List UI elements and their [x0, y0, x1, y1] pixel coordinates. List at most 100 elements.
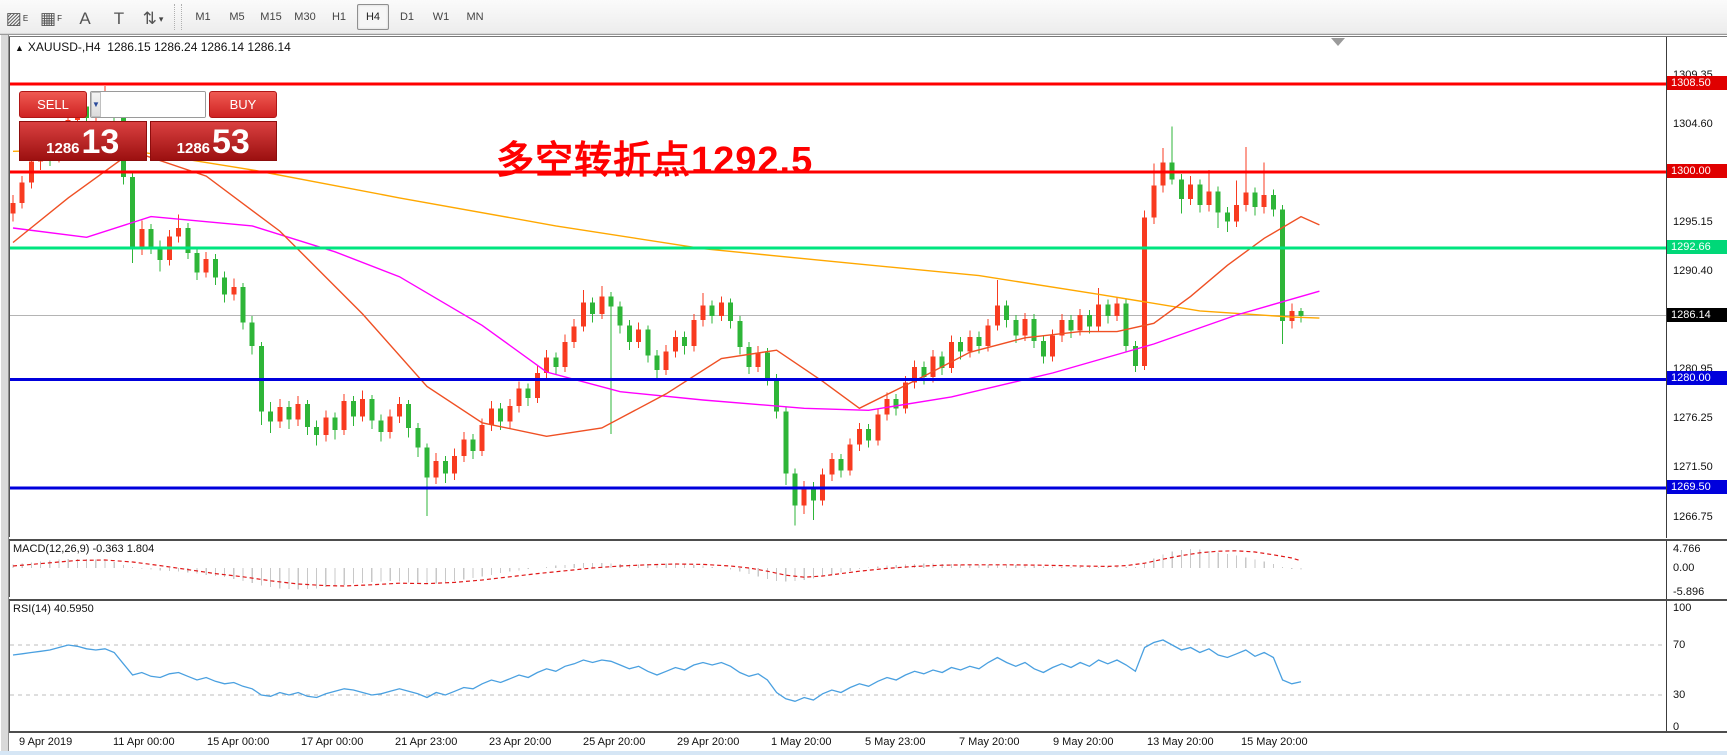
- candle: [700, 293, 706, 327]
- scroll-position-marker-icon[interactable]: [1331, 38, 1345, 46]
- grid-f-icon[interactable]: ▦ F: [40, 9, 62, 28]
- time-axis: 9 Apr 2019 11 Apr 00:00 15 Apr 00:00 17 Apr…: [9, 731, 1727, 753]
- price-level-badge: 1292.66: [1667, 240, 1727, 255]
- time-axis-label: 11 Apr 00:00: [113, 736, 175, 748]
- candle: [387, 409, 393, 439]
- sell-button[interactable]: SELL: [19, 91, 87, 118]
- candle: [838, 453, 844, 478]
- candle: [415, 422, 421, 457]
- candle: [1252, 187, 1258, 216]
- time-axis-label: 29 Apr 20:00: [677, 736, 740, 748]
- candle: [424, 443, 430, 517]
- candle: [1096, 288, 1102, 332]
- candle: [755, 346, 761, 373]
- candle: [277, 398, 283, 428]
- chart-title: ▲ XAUUSD-,H4 1286.15 1286.24 1286.14 1286…: [15, 40, 291, 54]
- time-axis-label: 17 Apr 00:00: [301, 736, 364, 748]
- macd-tick-label: 4.766: [1673, 542, 1701, 555]
- macd-label: MACD(12,26,9) -0.363 1.804: [13, 543, 155, 555]
- candle: [369, 394, 375, 430]
- price-tick-label: 1266.75: [1673, 510, 1713, 523]
- candle: [626, 320, 632, 351]
- candle: [498, 403, 504, 431]
- candle: [203, 251, 209, 278]
- toolbar-icon-group: ▨ E ▦ F A T ⇅ ▾: [0, 4, 170, 30]
- candle: [1123, 298, 1129, 353]
- time-axis-label: 15 May 20:00: [1241, 736, 1308, 748]
- price-chart-canvas: [9, 37, 1667, 537]
- price-level-badge: 1308.50: [1667, 75, 1727, 90]
- candle: [249, 316, 255, 355]
- timeframe-button-m15[interactable]: M15: [260, 11, 282, 23]
- candle: [774, 374, 780, 419]
- candle: [1086, 309, 1092, 334]
- ma-fast-red: [12, 150, 1320, 438]
- timeframe-button-mn[interactable]: MN: [466, 11, 484, 23]
- time-axis-label: 1 May 20:00: [771, 736, 832, 748]
- timeframe-button-m30[interactable]: M30: [294, 11, 316, 23]
- candle: [295, 395, 301, 426]
- window-left-edge: [0, 35, 9, 751]
- sell-price-fraction: 13: [81, 123, 120, 161]
- candle: [1224, 207, 1230, 233]
- candle: [682, 331, 688, 355]
- rsi-pane: RSI(14) 40.5950 100 70 30 0: [9, 599, 1727, 733]
- timeframe-button-m5[interactable]: M5: [229, 11, 245, 23]
- candle: [1270, 189, 1276, 217]
- candle: [479, 418, 485, 456]
- candle: [212, 253, 218, 285]
- candle: [470, 434, 476, 460]
- rsi-canvas: [9, 601, 1667, 731]
- candle: [1243, 147, 1249, 212]
- candle: [544, 350, 550, 380]
- candle: [709, 300, 715, 324]
- buy-price-main: 1286: [176, 140, 211, 157]
- candle: [1178, 174, 1184, 214]
- candle: [360, 390, 366, 422]
- candle: [194, 246, 200, 280]
- candle: [442, 455, 448, 483]
- candle: [341, 393, 347, 436]
- sell-price-display[interactable]: 1286 13: [19, 121, 147, 161]
- candle: [19, 176, 25, 209]
- window-bottom-edge: [0, 751, 1727, 755]
- candle: [930, 350, 936, 383]
- candle: [1206, 169, 1212, 212]
- volume-input[interactable]: [100, 92, 205, 117]
- chart-annotation-text: 多空转折点1292.5: [496, 140, 814, 182]
- timeframe-button-group: M1 M5 M15 M30 H1 H4 D1 W1 MN: [186, 4, 492, 30]
- candle: [314, 420, 320, 446]
- text-a-icon[interactable]: A: [79, 9, 91, 28]
- candle: [350, 395, 356, 426]
- ma-slow-orange: [12, 148, 1320, 319]
- collapse-triangle-icon[interactable]: ▲: [15, 43, 24, 53]
- current-price-badge: 1286.14: [1667, 307, 1727, 322]
- price-tick-label: 1290.40: [1673, 265, 1713, 278]
- timeframe-button-h1[interactable]: H1: [331, 11, 347, 23]
- indicator-hatch-icon[interactable]: ▨ E: [5, 9, 29, 28]
- candle: [783, 407, 789, 485]
- time-axis-label: 9 Apr 2019: [19, 736, 73, 748]
- timeframe-button-d1[interactable]: D1: [399, 11, 415, 23]
- candle: [304, 399, 310, 436]
- timeframe-button-m1[interactable]: M1: [195, 11, 211, 23]
- buy-button[interactable]: BUY: [209, 91, 277, 118]
- candle: [737, 316, 743, 355]
- candle: [912, 360, 918, 389]
- volume-decrease-button[interactable]: ▼: [91, 92, 101, 117]
- rsi-tick-label: 100: [1673, 601, 1692, 614]
- candle: [1004, 300, 1010, 328]
- buy-price-display[interactable]: 1286 53: [149, 121, 277, 161]
- timeframe-button-w1[interactable]: W1: [432, 11, 450, 23]
- rsi-axis: 100 70 30 0: [1666, 601, 1727, 733]
- macd-signal-line: [12, 550, 1302, 587]
- textbox-t-icon[interactable]: T: [113, 9, 125, 28]
- timeframe-button-h4[interactable]: H4: [357, 4, 389, 30]
- candle: [488, 401, 494, 432]
- candle: [562, 334, 568, 373]
- candle: [672, 330, 678, 358]
- candle: [856, 422, 862, 451]
- candle: [571, 319, 577, 349]
- arrange-arrows-icon[interactable]: ⇅ ▾: [142, 9, 164, 28]
- price-level-badge: 1269.50: [1667, 480, 1727, 495]
